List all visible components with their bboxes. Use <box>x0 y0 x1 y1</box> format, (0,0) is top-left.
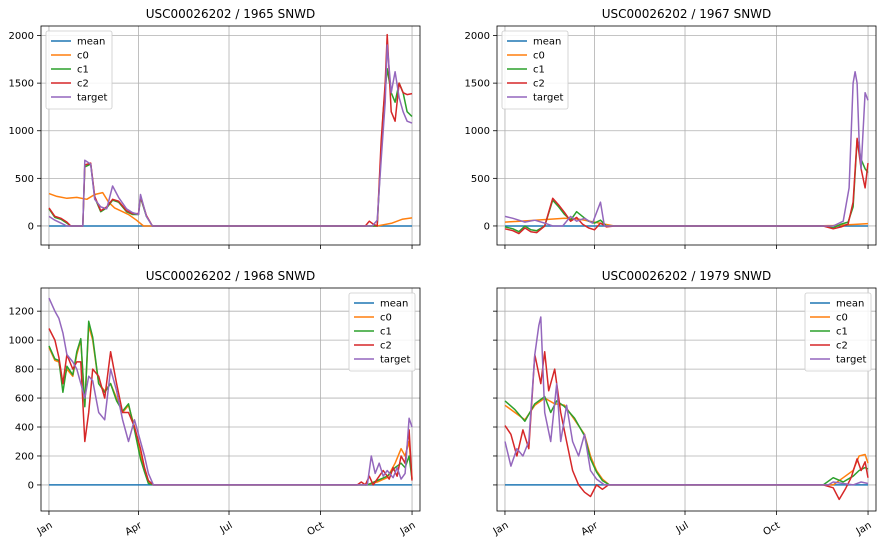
subplot-4: USC00026202 / 1979 SNWD Jan Apr Jul Oct Jan me… <box>491 269 877 539</box>
y-tick-label: 2000 <box>9 31 34 42</box>
legend-label-c0: c0 <box>380 313 392 324</box>
series-line-target <box>504 70 869 227</box>
legend-label-c0: c0 <box>836 313 848 324</box>
x-tick-label: Oct <box>762 520 783 538</box>
axes-frame <box>40 287 421 512</box>
legend-label-c0: c0 <box>533 51 545 62</box>
legend-label-mean: mean <box>77 37 105 48</box>
x-tick-label: Jan <box>854 520 874 538</box>
y-tick-label: 500 <box>471 174 490 185</box>
legend-label-target: target <box>380 355 410 366</box>
legend-label-c1: c1 <box>380 327 392 338</box>
subplot-title: USC00026202 / 1965 SNWD <box>146 7 316 21</box>
legend-box <box>501 30 569 110</box>
y-tick-label: 0 <box>28 480 34 491</box>
subplot-2: USC00026202 / 1967 SNWD 0 500 1000 1500 2000 m… <box>465 7 877 249</box>
legend: mean c0 c1 c2 target <box>804 292 872 372</box>
series-line-c2 <box>48 328 413 486</box>
legend-label-c1: c1 <box>836 327 848 338</box>
legend-label-c2: c2 <box>77 79 89 90</box>
y-tick-label: 1200 <box>9 307 34 318</box>
x-tick-label: Jan <box>35 520 55 538</box>
x-tick-label: Jul <box>218 520 235 536</box>
series-line-c0 <box>504 397 869 486</box>
y-tick-label: 400 <box>15 423 34 434</box>
legend-label-mean: mean <box>380 299 408 310</box>
legend-label-mean: mean <box>836 299 864 310</box>
axes-frame <box>40 25 421 246</box>
subplot-title: USC00026202 / 1967 SNWD <box>602 7 772 21</box>
axes-frame <box>496 287 877 512</box>
y-tick-label: 1000 <box>465 126 490 137</box>
legend-label-target: target <box>836 355 866 366</box>
y-tick-label: 1000 <box>9 126 34 137</box>
legend-label-target: target <box>533 93 563 104</box>
legend-box <box>348 292 416 372</box>
x-tick-label: Oct <box>306 520 327 538</box>
y-tick-label: 2000 <box>465 31 490 42</box>
x-tick-label: Jul <box>674 520 691 536</box>
y-tick-label: 500 <box>15 174 34 185</box>
subplot-3: USC00026202 / 1968 SNWD 0 200 400 600 800 1000… <box>9 269 421 539</box>
y-tick-label: 200 <box>15 451 34 462</box>
legend-label-c1: c1 <box>533 65 545 76</box>
series-line-c0 <box>48 191 413 227</box>
y-tick-label: 1500 <box>465 79 490 90</box>
series-line-c2 <box>504 137 869 235</box>
subplot-title: USC00026202 / 1968 SNWD <box>146 269 316 283</box>
x-tick-label: Apr <box>123 520 144 539</box>
legend-box <box>45 30 113 110</box>
legend-label-mean: mean <box>533 37 561 48</box>
series-line-c0 <box>504 217 869 227</box>
axes-frame <box>496 25 877 246</box>
subplot-1: USC00026202 / 1965 SNWD 0 500 1000 1500 2000 m… <box>9 7 421 249</box>
series-line-target <box>48 44 413 227</box>
series-line-target <box>48 297 413 486</box>
legend-label-c2: c2 <box>380 341 392 352</box>
legend-label-target: target <box>77 93 107 104</box>
legend-label-c0: c0 <box>77 51 89 62</box>
y-tick-label: 0 <box>484 221 490 232</box>
y-tick-label: 1000 <box>9 336 34 347</box>
y-tick-label: 0 <box>28 221 34 232</box>
x-tick-label: Jan <box>398 520 418 538</box>
legend: mean c0 c1 c2 target <box>45 30 113 110</box>
legend-box <box>804 292 872 372</box>
y-tick-label: 1500 <box>9 79 34 90</box>
x-tick-label: Apr <box>579 520 600 539</box>
subplot-title: USC00026202 / 1979 SNWD <box>602 269 772 283</box>
legend-label-c2: c2 <box>533 79 545 90</box>
series-line-c1 <box>504 395 869 486</box>
legend: mean c0 c1 c2 target <box>501 30 569 110</box>
legend: mean c0 c1 c2 target <box>348 292 416 372</box>
series-line-target <box>504 316 869 486</box>
legend-label-c2: c2 <box>836 341 848 352</box>
x-tick-label: Jan <box>491 520 511 538</box>
y-tick-label: 600 <box>15 394 34 405</box>
legend-label-c1: c1 <box>77 65 89 76</box>
y-tick-label: 800 <box>15 365 34 376</box>
